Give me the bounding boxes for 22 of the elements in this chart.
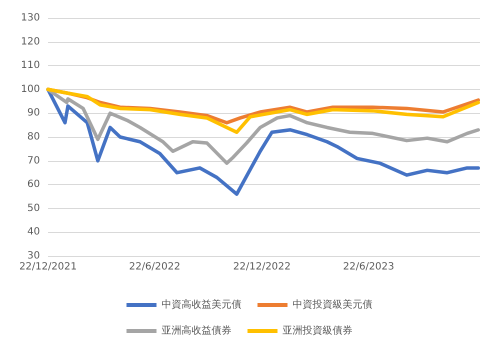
y-tick-label: 110: [20, 60, 40, 72]
y-tick-label: 120: [20, 36, 40, 48]
x-tick-label: 22/12/2021: [19, 262, 77, 272]
y-tick-label: 70: [27, 155, 40, 166]
line-series: [46, 88, 480, 165]
y-tick-label: 90: [27, 108, 40, 119]
legend-label: 亚洲高收益債券: [162, 324, 232, 336]
legend-label: 中資投資級美元債: [292, 298, 372, 310]
x-tick-label: 22/12/2022: [233, 262, 291, 272]
line-series: [46, 88, 480, 134]
y-tick-label: 50: [27, 202, 40, 214]
line-series: [46, 88, 480, 196]
legend-label: 中資高收益美元債: [162, 298, 242, 310]
y-tick-label: 100: [20, 84, 40, 95]
y-tick-label: 30: [27, 250, 40, 262]
y-tick-label: 80: [27, 132, 40, 142]
y-tick-label: 60: [27, 179, 40, 190]
x-tick-label: 22/6/2023: [342, 262, 394, 272]
legend-label: 亚洲投資級債券: [282, 324, 352, 336]
x-tick-label: 22/6/2022: [129, 262, 180, 272]
y-tick-label: 40: [27, 226, 40, 238]
y-tick-label: 130: [20, 12, 40, 24]
